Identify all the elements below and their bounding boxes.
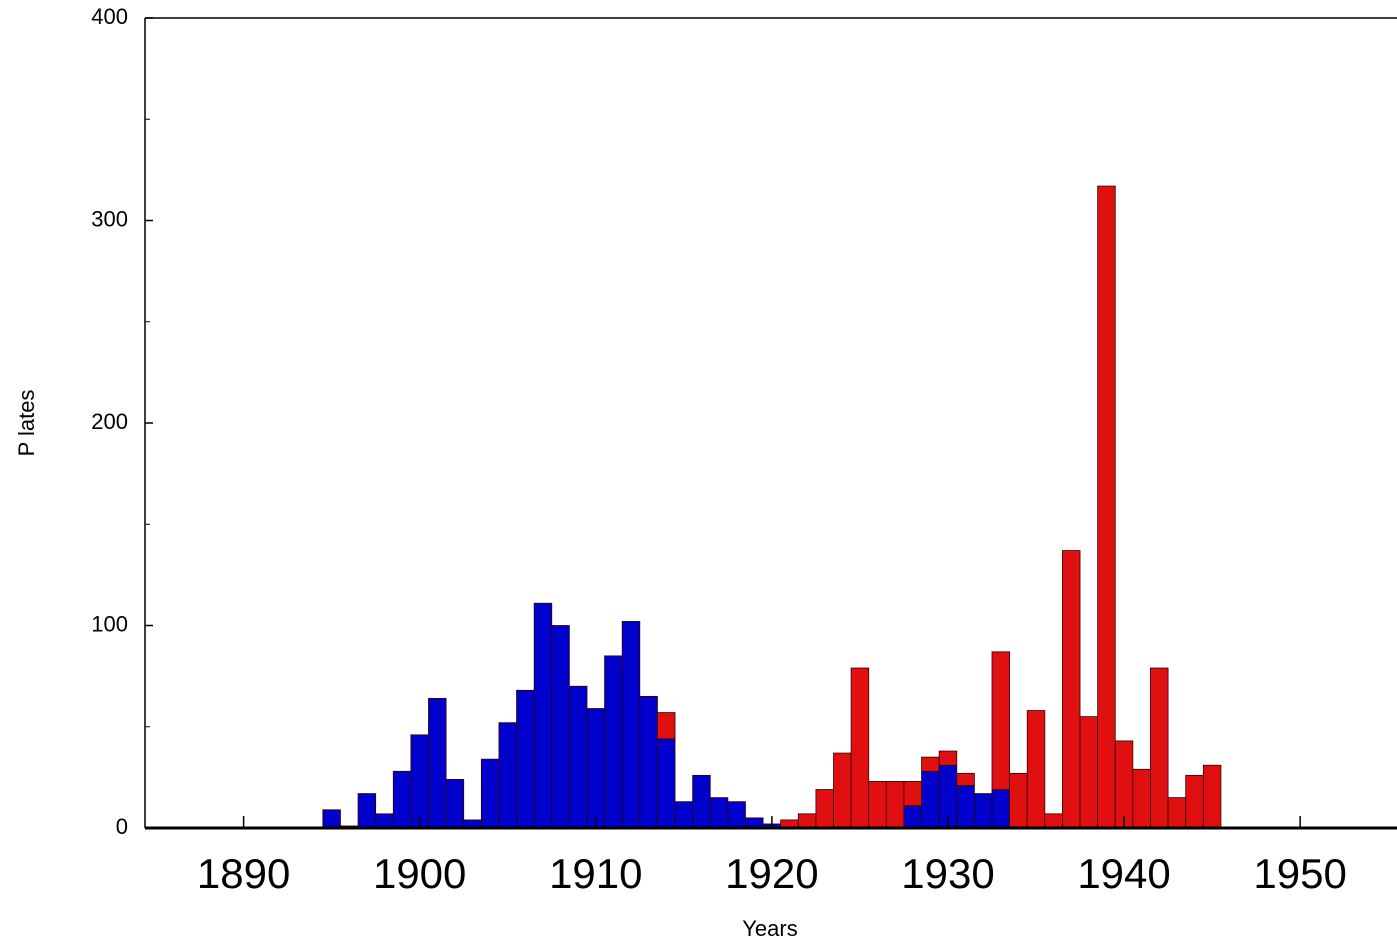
bar <box>797 813 817 829</box>
bar <box>375 813 394 829</box>
bar <box>1044 813 1063 829</box>
x-tick-label: 1910 <box>549 850 642 897</box>
bar <box>956 772 975 786</box>
y-tick-label: 200 <box>91 409 128 434</box>
bar <box>727 801 746 829</box>
bar <box>551 625 570 829</box>
bar <box>1114 740 1134 829</box>
bar <box>1167 797 1187 829</box>
bar <box>850 667 870 829</box>
bar <box>322 809 341 829</box>
bar <box>568 685 588 829</box>
x-tick-label: 1920 <box>725 850 818 897</box>
bar <box>480 758 500 829</box>
x-tick-label: 1950 <box>1253 850 1346 897</box>
bar <box>1185 774 1204 829</box>
bar <box>956 785 975 829</box>
bar <box>921 770 940 829</box>
bar <box>1132 768 1151 829</box>
bar <box>1097 185 1116 829</box>
bar <box>921 756 940 772</box>
bar <box>498 722 517 829</box>
bar <box>657 712 676 740</box>
bar <box>815 789 834 829</box>
bar <box>973 793 993 829</box>
bar <box>745 817 764 829</box>
bar <box>445 779 465 829</box>
bar <box>692 774 711 829</box>
bar <box>1026 710 1046 829</box>
y-axis-label: P lates <box>14 390 39 457</box>
bar <box>657 738 676 829</box>
x-tick-label: 1930 <box>901 850 994 897</box>
bar <box>868 781 887 829</box>
bar <box>621 621 641 829</box>
x-tick-label: 1940 <box>1077 850 1170 897</box>
bar <box>833 752 852 829</box>
x-tick-label: 1900 <box>373 850 466 897</box>
bar <box>938 750 958 766</box>
y-tick-label: 0 <box>116 814 128 839</box>
bar <box>604 655 623 829</box>
y-tick-label: 300 <box>91 206 128 231</box>
bar <box>1150 667 1169 829</box>
x-axis-label: Years <box>742 916 797 941</box>
bar <box>639 695 658 829</box>
bar <box>1062 550 1081 829</box>
bar <box>428 698 447 829</box>
bar <box>392 770 412 829</box>
bar <box>410 734 429 829</box>
y-tick-label: 400 <box>91 4 128 29</box>
bar <box>991 651 1011 790</box>
bar <box>1009 772 1028 829</box>
bar <box>903 781 922 807</box>
bar <box>516 689 535 829</box>
bar <box>357 793 377 829</box>
bar <box>586 708 605 829</box>
bar <box>1202 764 1222 829</box>
bar <box>991 789 1011 829</box>
x-tick-label: 1890 <box>197 850 290 897</box>
bar <box>533 602 553 829</box>
bar <box>885 781 905 829</box>
bar <box>1079 716 1099 829</box>
y-tick-label: 100 <box>91 611 128 636</box>
bar <box>903 805 922 829</box>
bar <box>674 801 694 829</box>
bar <box>709 797 729 829</box>
